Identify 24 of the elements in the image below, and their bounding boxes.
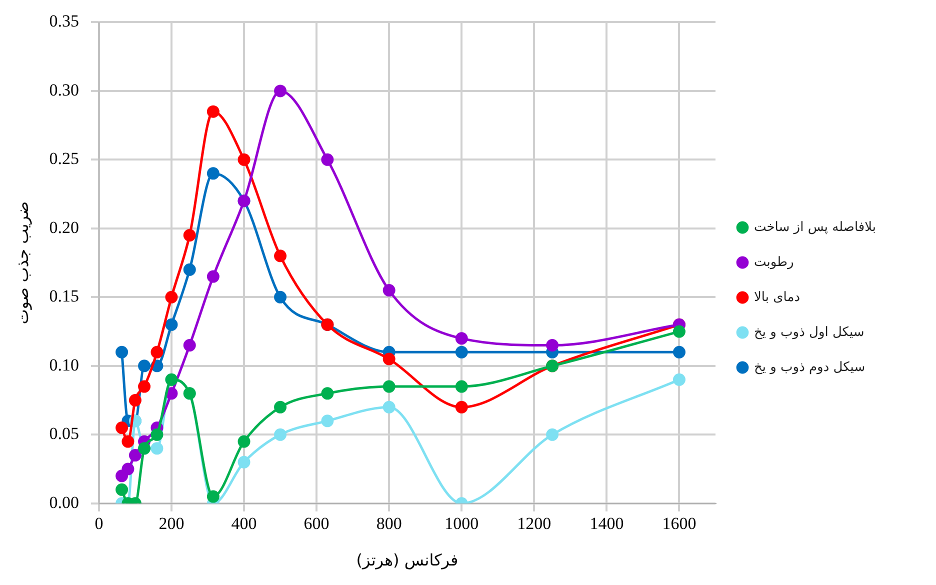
y-tick-label: 0.00 <box>49 492 79 512</box>
y-tick-label: 0.35 <box>49 12 79 31</box>
y-tick-label: 0.20 <box>49 218 79 237</box>
x-tick-label: 1600 <box>662 514 696 534</box>
legend-label: سیکل دوم ذوب و یخ <box>754 360 866 375</box>
y-tick-label: 0.15 <box>49 286 79 306</box>
x-tick-label: 200 <box>158 514 184 534</box>
legend-label: دمای بالا <box>754 290 800 305</box>
x-tick-label: 1000 <box>444 514 479 534</box>
legend-label: سیکل اول ذوب و یخ <box>754 324 864 340</box>
x-tick-label: 1400 <box>590 514 624 534</box>
y-tick-label: 0.10 <box>49 355 79 374</box>
x-tick-label: 400 <box>231 514 257 534</box>
y-axis-title: ضریب جذب صوت <box>12 201 32 324</box>
x-tick-label: 600 <box>304 514 330 534</box>
legend-label: رطوبت <box>754 254 794 270</box>
y-tick-label: 0.25 <box>49 149 79 168</box>
x-tick-label: 0 <box>94 514 104 534</box>
x-tick-label: 1200 <box>517 514 552 534</box>
x-tick-label: 800 <box>376 514 402 534</box>
y-tick-label: 0.05 <box>49 424 79 444</box>
x-axis-title: فرکانس (هرتز) <box>356 550 458 570</box>
y-tick-label: 0.30 <box>49 80 79 100</box>
legend-label: بلافاصله پس از ساخت <box>754 220 876 235</box>
